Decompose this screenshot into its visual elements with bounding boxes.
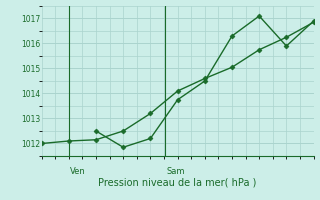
X-axis label: Pression niveau de la mer( hPa ): Pression niveau de la mer( hPa ) [99, 177, 257, 187]
Text: Sam: Sam [167, 166, 185, 176]
Text: Ven: Ven [70, 166, 86, 176]
